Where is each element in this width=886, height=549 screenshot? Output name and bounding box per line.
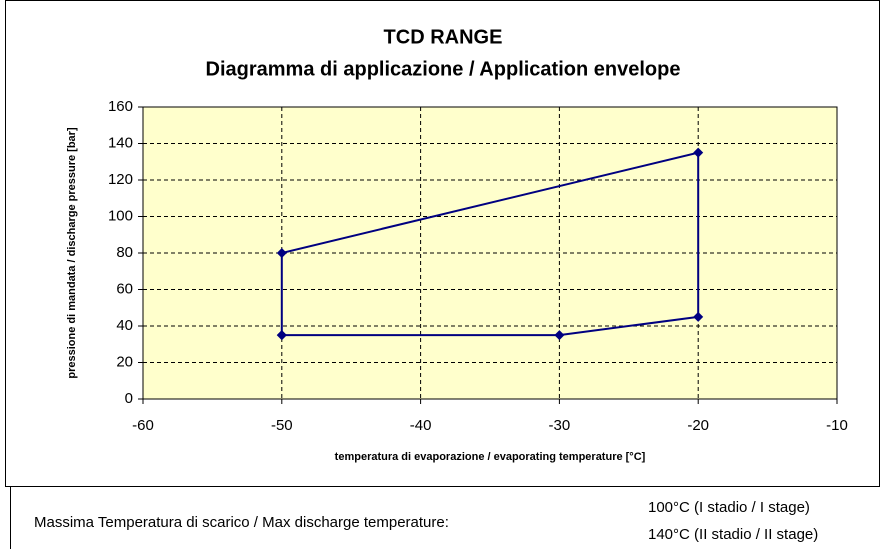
y-tick-label: 80: [116, 244, 133, 261]
x-tick-label: -60: [132, 417, 154, 434]
chart-title: TCD RANGE: [384, 26, 503, 48]
x-tick-label: -20: [687, 417, 709, 434]
footer-label: Massima Temperatura di scarico / Max dis…: [34, 514, 449, 531]
y-tick-label: 140: [108, 134, 133, 151]
y-tick-label: 0: [125, 390, 133, 407]
x-tick-label: -10: [826, 417, 848, 434]
chart-subtitle: Diagramma di applicazione / Application …: [206, 58, 681, 80]
footer-value: 100°C (I stadio / I stage): [648, 499, 810, 516]
footer-value: 140°C (II stadio / II stage): [648, 526, 818, 543]
y-tick-label: 60: [116, 280, 133, 297]
series-line: [280, 151, 700, 337]
point: [693, 311, 704, 322]
x-axis-label: temperatura di evaporazione / evaporatin…: [335, 451, 646, 463]
y-tick-label: 40: [116, 317, 133, 334]
point: [693, 147, 704, 158]
y-tick-label: 160: [108, 98, 133, 115]
x-tick-label: -40: [410, 417, 432, 434]
y-tick-label: 20: [116, 353, 133, 370]
y-axis-label: pressione di mandata / discharge pressur…: [66, 127, 78, 379]
x-tick-label: -30: [549, 417, 571, 434]
point: [554, 330, 565, 341]
y-tick-label: 100: [108, 207, 133, 224]
x-tick-label: -50: [271, 417, 293, 434]
y-tick-label: 120: [108, 171, 133, 188]
point: [276, 330, 287, 341]
point: [276, 248, 287, 258]
